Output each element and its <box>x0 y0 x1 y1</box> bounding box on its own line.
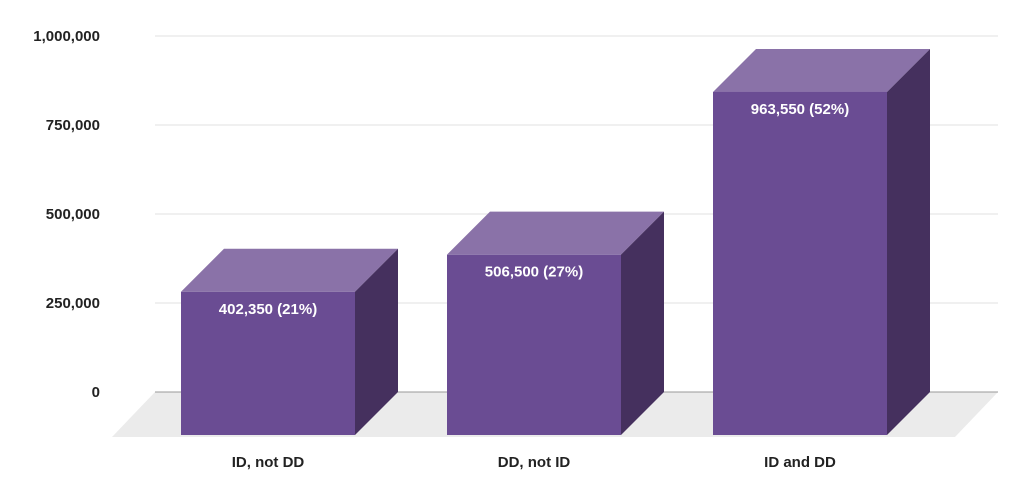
x-tick-label: ID and DD <box>764 454 836 471</box>
y-tick-label: 250,000 <box>46 295 100 312</box>
bar <box>181 291 355 435</box>
data-label: 402,350 (21%) <box>219 301 317 318</box>
x-tick-label: ID, not DD <box>232 454 305 471</box>
bar-side-face <box>887 48 930 436</box>
bar <box>713 91 887 435</box>
bar-side-face <box>355 248 398 435</box>
y-tick-label: 500,000 <box>46 206 100 223</box>
y-tick-label: 1,000,000 <box>33 28 100 45</box>
bar <box>447 254 621 435</box>
data-label: 963,550 (52%) <box>751 101 849 118</box>
x-tick-label: DD, not ID <box>498 454 571 471</box>
bar-top-face <box>181 248 398 292</box>
bar-side-face <box>621 211 664 435</box>
data-label: 506,500 (27%) <box>485 264 583 281</box>
y-tick-label: 750,000 <box>46 117 100 134</box>
y-tick-label: 0 <box>92 384 100 401</box>
bar-top-face <box>713 48 930 92</box>
bar-top-face <box>447 211 664 255</box>
